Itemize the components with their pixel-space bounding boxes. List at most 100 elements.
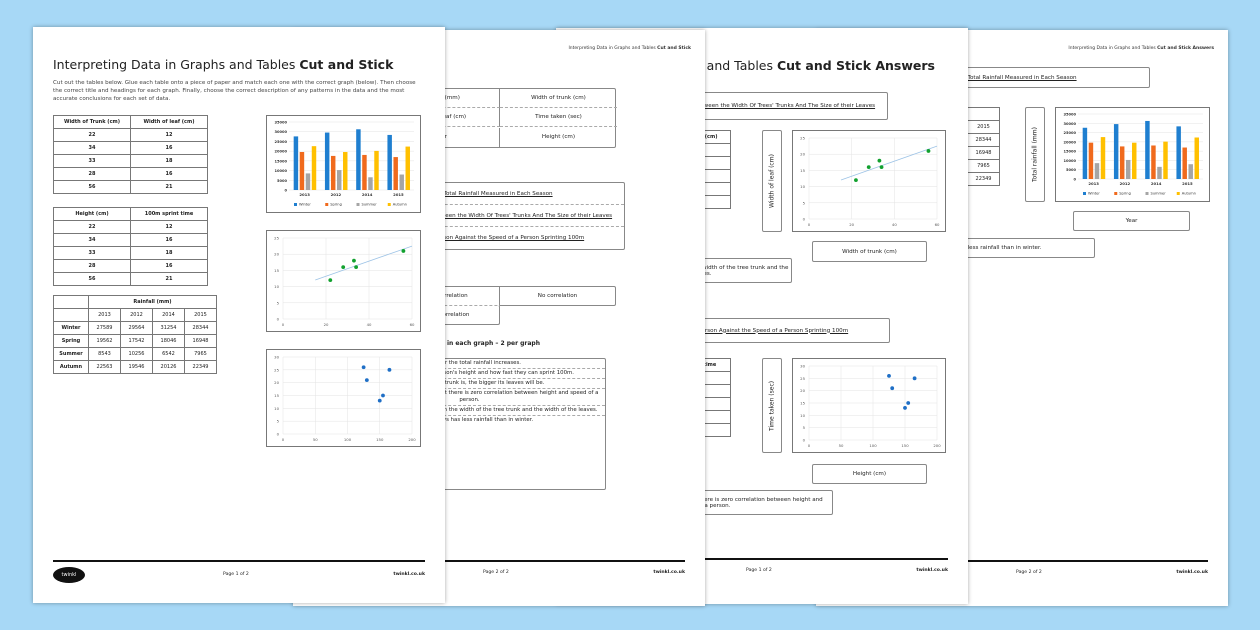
y-tick-label: 15	[800, 401, 805, 406]
rainfall-bar-chart: 0 5000 10000 15000 20000 25000 30000 35000 2013 2…	[1055, 107, 1210, 202]
x-axis-label-box: Width of trunk (cm)	[812, 241, 927, 262]
legend-label: Spring	[330, 203, 342, 207]
conclusion-statement: Summer always has less rainfall than in …	[405, 417, 534, 423]
table-cell: 28	[53, 259, 131, 273]
table-cell: 21	[130, 180, 208, 194]
y-tick-label: 5	[277, 300, 280, 305]
data-point	[401, 249, 406, 253]
table-cell: 34	[53, 233, 131, 247]
site-link[interactable]: twinkl.co.uk	[653, 570, 685, 575]
site-link[interactable]: twinkl.co.uk	[393, 572, 425, 577]
season-cell: Spring	[53, 334, 89, 348]
table-cell: 16	[130, 233, 208, 247]
table-cell: 29564	[120, 321, 153, 335]
legend-label: Autumn	[1182, 192, 1196, 196]
x-tick-label: 2013	[1088, 181, 1099, 186]
legend-swatch	[1145, 192, 1149, 195]
bar-autumn	[1132, 142, 1137, 179]
bar-winter	[293, 136, 299, 190]
y-tick-label: 25	[274, 367, 279, 372]
data-point	[912, 376, 917, 381]
bar-summer	[1125, 159, 1131, 179]
year-cell: 2012	[120, 308, 153, 322]
y-tick-label: 10	[800, 184, 805, 189]
x-tick-label: 200	[408, 437, 416, 442]
data-point	[879, 165, 884, 170]
y-tick-label: 25	[800, 136, 805, 141]
y-tick-label: 20	[800, 388, 805, 393]
x-tick-label: 60	[410, 322, 415, 327]
bar-autumn	[343, 152, 348, 190]
data-point	[352, 258, 356, 263]
twinkl-logo: twinkl	[53, 567, 85, 583]
bar-autumn	[311, 146, 317, 190]
data-point	[387, 367, 392, 372]
conclusion-statement: It is shown from the data collected that…	[334, 389, 605, 406]
data-point	[854, 178, 858, 183]
bar-winter	[1176, 126, 1181, 179]
trendline	[840, 145, 938, 181]
x-tick-label: 60	[935, 222, 940, 227]
y-tick-label: 0	[284, 189, 287, 193]
site-link[interactable]: twinkl.co.uk	[1176, 570, 1208, 575]
season-cell: Winter	[53, 321, 89, 335]
table-cell: 10256	[120, 347, 153, 361]
bar-spring	[362, 154, 367, 190]
bar-summer	[305, 173, 311, 190]
y-tick-label: 10	[800, 413, 805, 418]
page-header: Interpreting Data in Graphs and Tables C…	[568, 46, 691, 51]
axis-heading-label: Width of trunk (cm)	[500, 89, 617, 108]
conclusion-statement: Every year the total rainfall increases.	[334, 359, 605, 369]
bar-autumn	[1163, 141, 1168, 179]
column-header: Width of leaf (cm)	[130, 115, 208, 129]
table-cell: 19546	[120, 360, 153, 374]
table-cell	[53, 295, 89, 309]
conclusion-statement: It shows a positive correlation between …	[334, 406, 605, 416]
y-tick-label: 5000	[1066, 168, 1077, 172]
page-number: Page 2 of 2	[483, 570, 509, 575]
x-tick-label: 20	[849, 222, 854, 227]
statements-heading: Choose the statements in each graph – 2 …	[366, 340, 540, 347]
trunk-leaf-scatter-chart: 0 5 10 15 20 25 0 20 40 60	[266, 230, 421, 332]
season-cell: Summer	[53, 347, 89, 361]
legend-swatch	[387, 203, 391, 206]
year-cell: 2015	[967, 120, 1000, 134]
y-tick-label: 10	[274, 406, 279, 411]
table-cell: 16948	[184, 334, 217, 348]
axis-heading-label: Height (cm)	[541, 134, 576, 141]
y-tick-label: 30	[800, 364, 805, 369]
table-cell: 16	[130, 167, 208, 181]
x-axis-label-box: Year	[1073, 211, 1190, 231]
y-tick-label: 5000	[277, 179, 288, 183]
y-tick-label: 30000	[274, 130, 287, 134]
data-point	[354, 265, 358, 270]
table-cell: 27589	[88, 321, 121, 335]
x-axis-label-box: Height (cm)	[812, 464, 927, 484]
bar-autumn	[374, 150, 379, 190]
table-cell: 8543	[88, 347, 121, 361]
bar-spring	[1119, 146, 1125, 179]
page-number: Page 2 of 2	[1016, 570, 1042, 575]
chart-svg: 0 5 10 15 20 25 0 20 40 60	[800, 136, 940, 228]
data-point	[877, 158, 882, 163]
y-tick-label: 0	[1073, 178, 1076, 182]
bar-summer	[1188, 164, 1193, 179]
page-header: Interpreting Data in Graphs and Tables C…	[1068, 46, 1214, 51]
x-tick-label: 2013	[299, 192, 310, 197]
x-tick-label: 2015	[1182, 181, 1193, 186]
bar-autumn	[1100, 137, 1106, 179]
column-header: Width of Trunk (cm)	[53, 115, 131, 129]
legend-label: Spring	[1119, 192, 1131, 196]
y-tick-label: 0	[803, 217, 806, 222]
bar-spring	[299, 151, 305, 190]
site-link[interactable]: twinkl.co.uk	[916, 568, 948, 573]
y-tick-label: 20	[274, 252, 279, 257]
page-number: Page 1 of 2	[223, 572, 249, 577]
table-cell: 16	[130, 259, 208, 273]
